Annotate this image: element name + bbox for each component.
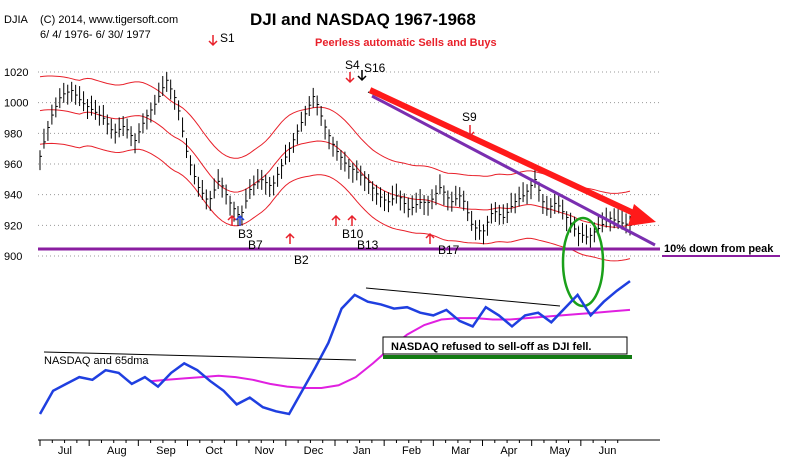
y-tick-900: 900 [4, 251, 22, 263]
lower-band-line [39, 142, 631, 262]
buy-arrow-B17 [425, 232, 435, 244]
buy-arrow-B3 [227, 214, 237, 226]
y-tick-960: 960 [4, 159, 22, 171]
sell-arrow-S1 [208, 35, 218, 47]
sell-arrow-S9 [465, 125, 475, 138]
x-tick-label-dec: Dec [304, 445, 324, 457]
chart-subtitle: Peerless automatic Sells and Buys [315, 37, 497, 49]
signal-label-S1: S1 [220, 31, 235, 45]
x-tick-label-oct: Oct [205, 445, 222, 457]
chart-title: DJI and NASDAQ 1967-1968 [250, 10, 476, 29]
signal-label-B13: B13 [357, 238, 379, 252]
nasdaq-annotation-text: NASDAQ refused to sell-off as DJI fell. [391, 341, 591, 353]
y-tick-920: 920 [4, 220, 22, 232]
buy-arrow-B10 [331, 214, 341, 226]
signal-label-B7: B7 [248, 238, 263, 252]
x-tick-label-feb: Feb [402, 445, 421, 457]
signal-label-S4: S4 [345, 58, 360, 72]
trend-arrowhead [628, 204, 656, 226]
highlight-circle [561, 216, 605, 308]
y-tick-1000: 1000 [4, 98, 28, 110]
signal-label-B2: B2 [294, 253, 309, 267]
trend-line-purple [371, 94, 656, 247]
x-tick-label-may: May [550, 445, 571, 457]
buy-arrow-B10b [347, 214, 357, 226]
y-axis: 1020 1000 980 960 940 920 900 [4, 67, 28, 263]
symbol-label: DJIA [4, 14, 29, 26]
upper-band-line [39, 75, 631, 194]
trend-arrow-line [368, 87, 642, 219]
buy-arrow-B3b [235, 214, 245, 226]
signal-label-S16: S16 [364, 61, 386, 75]
sell-arrow-S16 [357, 70, 367, 82]
signal-markers: S1 S4 S16 S9 B3 B7 B2 B10 B13 B17 [208, 31, 477, 267]
sell-arrow-S4 [345, 72, 355, 84]
x-tick-label-aug: Aug [107, 445, 127, 457]
signal-label-B17: B17 [438, 243, 460, 257]
x-tick-label-jul: Jul [58, 445, 72, 457]
y-tick-1020: 1020 [4, 67, 28, 79]
signal-label-B10: B10 [342, 227, 364, 241]
middle-band-line [39, 109, 631, 228]
x-tick-label-sep: Sep [156, 445, 176, 457]
signal-label-B3: B3 [238, 227, 253, 241]
support-label: 10% down from peak [664, 243, 774, 255]
signal-label-S9: S9 [462, 110, 477, 124]
y-tick-940: 940 [4, 190, 22, 202]
x-tick-label-mar: Mar [451, 445, 470, 457]
y-tick-980: 980 [4, 128, 22, 140]
x-axis: Jul Aug Sep Oct Nov Dec Jan Feb Mar Apr May Jun [38, 439, 660, 457]
buy-arrow-B2 [285, 232, 295, 244]
nasdaq-line [38, 280, 631, 416]
nasdaq-resistance-line-right [365, 287, 561, 307]
nasdaq-annotation-box [382, 336, 628, 355]
nasdaq-panel-label: NASDAQ and 65dma [44, 355, 149, 367]
date-range-label: 6/ 4/ 1976- 6/ 30/ 1977 [40, 29, 151, 41]
copyright-label: (C) 2014, www.tigersoft.com [40, 14, 178, 26]
x-tick-label-nov: Nov [255, 445, 275, 457]
x-tick-label-jan: Jan [353, 445, 371, 457]
nasdaq-resistance-line-left [43, 351, 357, 361]
x-tick-label-apr: Apr [500, 445, 517, 457]
x-tick-label-jun: Jun [599, 445, 617, 457]
